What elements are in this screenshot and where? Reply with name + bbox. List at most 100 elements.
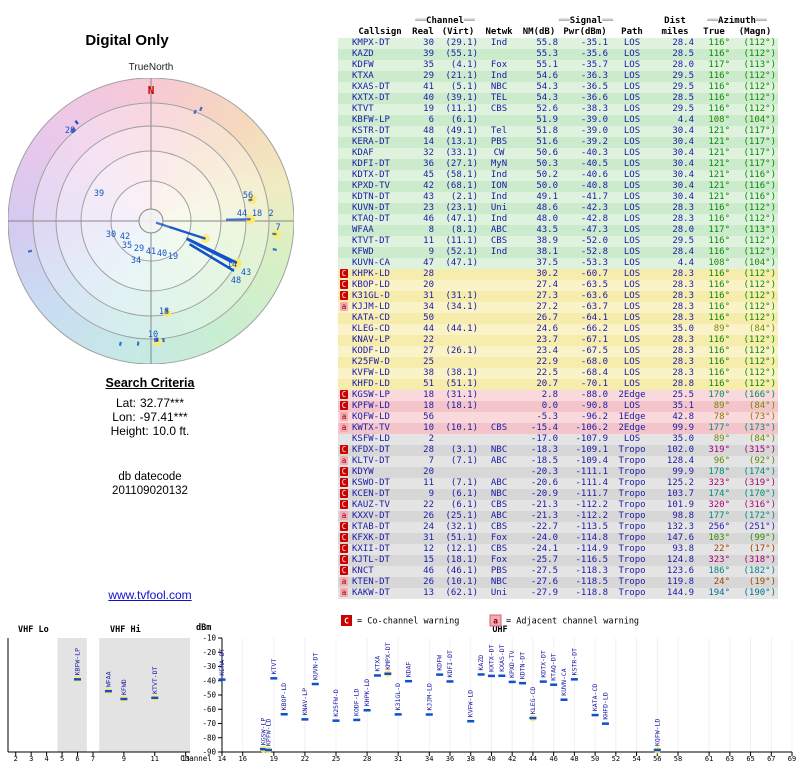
azimuth-true: 116° xyxy=(696,247,732,258)
callsign-link[interactable]: KPFW-LD xyxy=(350,401,410,412)
path: 2Edge xyxy=(610,423,654,434)
warning-badge-cell xyxy=(338,71,350,82)
callsign-link[interactable]: KNCT xyxy=(350,566,410,577)
virtual-channel: (18.1) xyxy=(436,555,480,566)
virtual-channel xyxy=(436,269,480,280)
callsign-link[interactable]: KHFD-LD xyxy=(350,379,410,390)
callsign-link[interactable]: KTVT xyxy=(350,104,410,115)
azimuth-true: 116° xyxy=(696,335,732,346)
virtual-channel xyxy=(436,412,480,423)
callsign-link[interactable]: KDFW xyxy=(350,60,410,71)
callsign-link[interactable]: KBOP-LD xyxy=(350,280,410,291)
callsign-link[interactable]: KLTV-DT xyxy=(350,456,410,467)
callsign-link[interactable]: KDYW xyxy=(350,467,410,478)
virtual-channel: (44.1) xyxy=(436,324,480,335)
callsign-link[interactable]: KVFW-LD xyxy=(350,368,410,379)
nm-db: -18.5 xyxy=(518,456,560,467)
callsign-link[interactable]: KWTX-TV xyxy=(350,423,410,434)
nm-db: -20.3 xyxy=(518,467,560,478)
callsign-link[interactable]: KDTX-DT xyxy=(350,170,410,181)
nm-db: 55.1 xyxy=(518,60,560,71)
path: LOS xyxy=(610,192,654,203)
virtual-channel: (33.1) xyxy=(436,148,480,159)
power-dbm: -40.3 xyxy=(560,148,610,159)
virtual-channel: (32.1) xyxy=(436,522,480,533)
distance-miles: 4.4 xyxy=(654,258,696,269)
callsign-link[interactable]: KUVN-CA xyxy=(350,258,410,269)
channel-tick-label: 58 xyxy=(674,755,682,763)
callsign-link[interactable]: KDAF xyxy=(350,148,410,159)
callsign-link[interactable]: KTEN-DT xyxy=(350,577,410,588)
callsign-link[interactable]: KGSW-LP xyxy=(350,390,410,401)
power-dbm: -111.1 xyxy=(560,467,610,478)
callsign-link[interactable]: KTVT-DT xyxy=(350,236,410,247)
azimuth-true: 116° xyxy=(696,236,732,247)
callsign-link[interactable]: KHPK-LD xyxy=(350,269,410,280)
network: PBS xyxy=(480,566,518,577)
azimuth-true: 89° xyxy=(696,401,732,412)
network: Fox xyxy=(480,555,518,566)
callsign-link[interactable]: KBFW-LP xyxy=(350,115,410,126)
power-dbm: -118.5 xyxy=(560,577,610,588)
network xyxy=(480,280,518,291)
callsign-link[interactable]: K25FW-D xyxy=(350,357,410,368)
distance-miles: 30.4 xyxy=(654,181,696,192)
callsign-link[interactable]: KFXK-DT xyxy=(350,533,410,544)
network: CBS xyxy=(480,522,518,533)
real-channel: 26 xyxy=(410,577,436,588)
real-channel: 10 xyxy=(410,423,436,434)
radar-channel-label: 35 xyxy=(122,241,132,251)
callsign-link[interactable]: KXAS-DT xyxy=(350,82,410,93)
callsign-link[interactable]: K31GL-D xyxy=(350,291,410,302)
path: LOS xyxy=(610,60,654,71)
warning-badge-cell: a xyxy=(338,412,350,423)
callsign-link[interactable]: WFAA xyxy=(350,225,410,236)
callsign-link[interactable]: KAZD xyxy=(350,49,410,60)
callsign-link[interactable]: KLEG-CD xyxy=(350,324,410,335)
callsign-link[interactable]: KXXV-DT xyxy=(350,511,410,522)
signal-station-label: KBOP-LD xyxy=(280,683,288,710)
callsign-link[interactable]: KNAV-LP xyxy=(350,335,410,346)
path: Tropo xyxy=(610,478,654,489)
callsign-link[interactable]: KTAQ-DT xyxy=(350,214,410,225)
callsign-link[interactable]: KDTN-DT xyxy=(350,192,410,203)
callsign-link[interactable]: KODF-LD xyxy=(350,346,410,357)
callsign-link[interactable]: KXTX-DT xyxy=(350,93,410,104)
callsign-link[interactable]: KJTL-DT xyxy=(350,555,410,566)
callsign-link[interactable]: KATA-CD xyxy=(350,313,410,324)
callsign-link[interactable]: KFWD xyxy=(350,247,410,258)
callsign-link[interactable]: KDFI-DT xyxy=(350,159,410,170)
callsign-link[interactable]: KSTR-DT xyxy=(350,126,410,137)
callsign-link[interactable]: KXII-DT xyxy=(350,544,410,555)
callsign-link[interactable]: KJJM-LD xyxy=(350,302,410,313)
callsign-link[interactable]: KTXA xyxy=(350,71,410,82)
callsign-link[interactable]: KMPX-DT xyxy=(350,38,410,49)
callsign-link[interactable]: KAUZ-TV xyxy=(350,500,410,511)
network xyxy=(480,412,518,423)
callsign-link[interactable]: KQFW-LD xyxy=(350,412,410,423)
virtual-channel: (10.1) xyxy=(436,423,480,434)
callsign-link[interactable]: KPXD-TV xyxy=(350,181,410,192)
callsign-link[interactable]: KSFW-LD xyxy=(350,434,410,445)
callsign-link[interactable]: KAKW-DT xyxy=(350,588,410,599)
azimuth-magnetic: (174°) xyxy=(732,467,778,478)
nm-db: 52.6 xyxy=(518,104,560,115)
signal-marker xyxy=(602,722,609,725)
co-channel-badge-letter: C xyxy=(344,617,349,626)
callsign-link[interactable]: KUVN-DT xyxy=(350,203,410,214)
tvfool-link[interactable]: www.tvfool.com xyxy=(30,588,270,602)
power-dbm: -53.3 xyxy=(560,258,610,269)
callsign-link[interactable]: KSWO-DT xyxy=(350,478,410,489)
callsign-link[interactable]: KTAB-DT xyxy=(350,522,410,533)
callsign-link[interactable]: KERA-DT xyxy=(350,137,410,148)
real-channel: 12 xyxy=(410,544,436,555)
callsign-link[interactable]: KFDX-DT xyxy=(350,445,410,456)
callsign-link[interactable]: KCEN-DT xyxy=(350,489,410,500)
real-channel: 45 xyxy=(410,170,436,181)
network xyxy=(480,335,518,346)
virtual-channel: (68.1) xyxy=(436,181,480,192)
virtual-channel: (13.1) xyxy=(436,137,480,148)
virtual-channel: (51.1) xyxy=(436,379,480,390)
